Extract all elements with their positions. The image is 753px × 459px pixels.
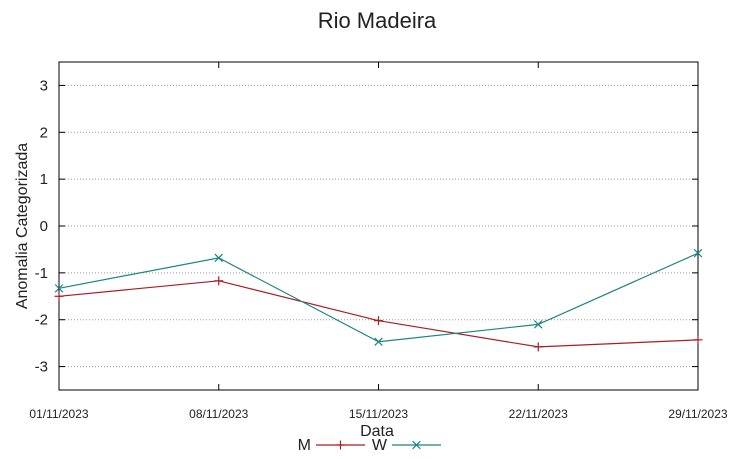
- y-tick-label: -2: [35, 312, 48, 329]
- data-point-w: [374, 337, 383, 346]
- data-point-w: [54, 284, 64, 293]
- data-point-w: [534, 320, 543, 329]
- data-point-w: [214, 253, 223, 263]
- data-point-m: [693, 335, 703, 345]
- x-tick-label: 15/11/2023: [349, 407, 408, 421]
- x-axis-label: Data: [360, 423, 394, 440]
- x-axis: 01/11/2023 08/11/2023 15/11/2023 22/11/2023…: [29, 62, 728, 421]
- y-tick-label: 0: [40, 218, 48, 235]
- chart-title: Rio Madeira: [318, 8, 437, 33]
- data-point-m: [54, 291, 64, 301]
- data-point-m: [214, 276, 224, 286]
- x-tick-label: 22/11/2023: [509, 407, 568, 421]
- y-tick-label: -3: [35, 359, 48, 376]
- series-line-w: [58, 252, 699, 343]
- legend: M W: [298, 437, 441, 454]
- data-point-m: [533, 342, 543, 352]
- x-tick-label: 08/11/2023: [189, 407, 248, 421]
- legend-label-w: W: [372, 437, 388, 454]
- series-line-m: [58, 280, 699, 348]
- y-tick-label: 3: [40, 77, 48, 94]
- y-tick-label: -1: [35, 265, 48, 282]
- y-axis: 3 2 1 0 -1 -2 -3: [35, 77, 698, 376]
- y-tick-label: 2: [40, 124, 48, 141]
- legend-marker-shape: [336, 440, 345, 450]
- legend-marker-w: [412, 440, 421, 450]
- legend-marker-shape: [412, 440, 421, 450]
- x-tick-label: 01/11/2023: [29, 407, 88, 421]
- legend-label-m: M: [298, 437, 311, 454]
- legend-item-w: W: [372, 437, 441, 454]
- y-axis-label: Anomalia Categorizada: [14, 143, 31, 309]
- data-point-m: [374, 316, 383, 326]
- legend-marker-m: [336, 440, 345, 450]
- series-layer: [54, 248, 703, 352]
- x-tick-label: 29/11/2023: [668, 407, 727, 421]
- legend-item-m: M: [298, 437, 365, 454]
- y-tick-label: 1: [40, 171, 48, 188]
- data-point-w: [693, 248, 703, 258]
